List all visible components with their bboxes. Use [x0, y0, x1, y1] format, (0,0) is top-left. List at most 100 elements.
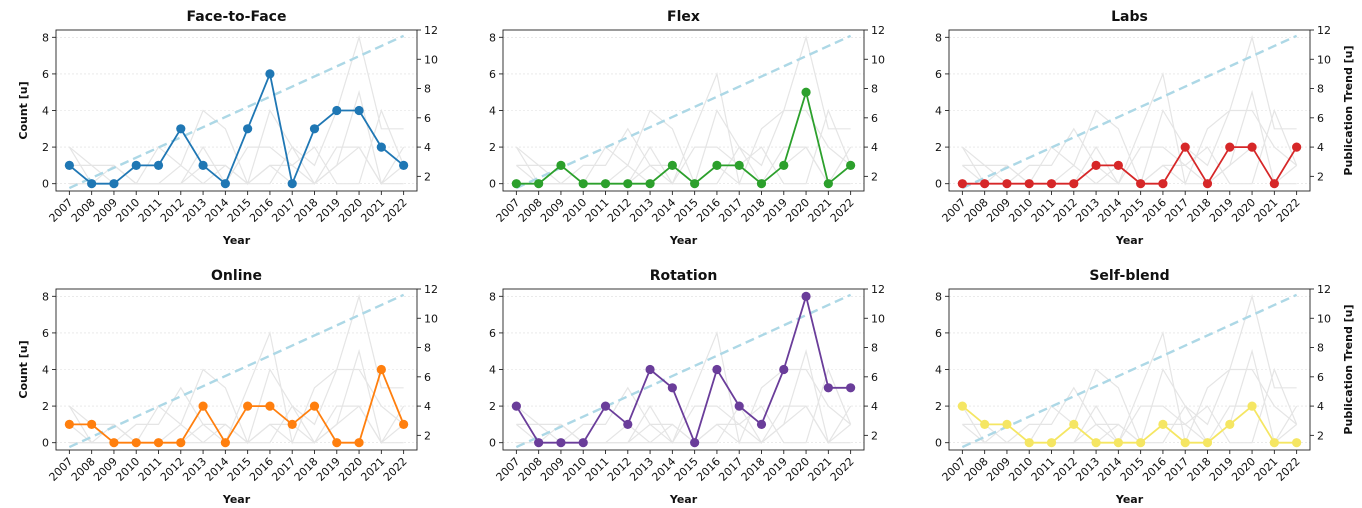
publication-trend-line: [68, 34, 405, 190]
x-tick-label: 2021: [805, 455, 834, 484]
y-tick-label: 6: [935, 68, 942, 81]
series-line: [516, 88, 852, 186]
data-point: [220, 179, 230, 189]
x-tick-label: 2020: [1229, 455, 1258, 484]
data-point: [511, 179, 521, 189]
data-point: [198, 160, 208, 170]
chart-title: Face-to-Face: [187, 9, 287, 25]
data-point: [1158, 419, 1168, 429]
data-point: [1202, 438, 1213, 448]
x-tick-label: 2010: [1006, 455, 1035, 484]
x-tick-label: 2012: [158, 455, 187, 484]
y2-tick-label: 4: [1317, 141, 1324, 154]
data-point: [376, 364, 386, 375]
x-tick-label: 2008: [516, 455, 545, 484]
x-tick-label: 2018: [739, 196, 768, 225]
chart-title: Labs: [1111, 9, 1148, 25]
data-point: [287, 179, 297, 189]
data-point: [265, 401, 275, 411]
data-point: [399, 160, 409, 170]
x-tick-label: 2011: [583, 455, 612, 484]
y-tick-label: 2: [935, 400, 942, 413]
data-point: [534, 179, 544, 189]
data-point: [846, 160, 856, 170]
x-tick-label: 2013: [1073, 455, 1102, 484]
data-point: [957, 179, 967, 189]
data-point: [87, 179, 97, 189]
y-tick-label: 2: [42, 141, 49, 154]
x-tick-label: 2011: [583, 196, 612, 225]
y2-tick-label: 4: [871, 141, 878, 154]
x-tick-label: 2007: [47, 196, 76, 225]
x-tick-label: 2017: [1162, 455, 1191, 484]
panel-rotation: 0246824681012200720082009201020112012201…: [489, 268, 885, 506]
data-point: [1269, 179, 1279, 189]
series-line: [961, 404, 1297, 444]
x-tick-label: 2021: [1251, 455, 1280, 484]
x-axis-label: Year: [1115, 493, 1144, 506]
x-axis-label: Year: [669, 493, 698, 506]
data-point: [846, 383, 856, 393]
y2-tick-label: 8: [1317, 83, 1324, 96]
data-point: [131, 160, 141, 170]
y2-tick-label: 10: [424, 53, 438, 66]
data-point: [1269, 438, 1279, 448]
x-tick-label: 2008: [516, 196, 545, 225]
x-tick-label: 2016: [694, 455, 723, 484]
x-tick-label: 2021: [805, 196, 834, 225]
data-point: [1069, 179, 1079, 189]
x-tick-label: 2012: [605, 196, 634, 225]
y2-tick-label: 2: [871, 429, 878, 442]
x-tick-label: 2007: [940, 455, 969, 484]
x-tick-label: 2018: [1185, 455, 1214, 484]
data-point: [1024, 438, 1034, 448]
data-point: [1136, 438, 1146, 448]
data-point: [1024, 179, 1034, 189]
y2-tick-label: 2: [871, 170, 878, 183]
data-point: [1225, 142, 1235, 152]
data-point: [712, 364, 722, 375]
y-tick-label: 4: [42, 105, 49, 118]
data-point: [667, 383, 677, 393]
data-point: [534, 438, 544, 448]
x-tick-label: 2018: [292, 455, 321, 484]
data-point: [623, 179, 633, 189]
y-axis-label: Count [u]: [17, 81, 30, 139]
y-tick-label: 6: [42, 68, 49, 81]
y-tick-label: 0: [935, 437, 942, 450]
series-line: [962, 145, 1298, 186]
y2-tick-label: 10: [424, 312, 438, 325]
x-tick-label: 2009: [984, 455, 1013, 484]
data-point: [801, 291, 811, 301]
x-tick-label: 2014: [202, 196, 231, 225]
x-tick-label: 2019: [761, 196, 790, 225]
x-tick-label: 2010: [113, 455, 142, 484]
data-point: [578, 438, 588, 448]
x-tick-label: 2011: [1029, 455, 1058, 484]
chart-title: Online: [211, 268, 262, 284]
x-tick-label: 2020: [783, 196, 812, 225]
chart-title: Self-blend: [1089, 268, 1169, 284]
background-series-line: [961, 146, 1297, 185]
x-tick-label: 2012: [605, 455, 634, 484]
y2-tick-label: 8: [871, 83, 878, 96]
x-tick-label: 2007: [494, 196, 523, 225]
x-tick-label: 2016: [694, 196, 723, 225]
x-tick-label: 2021: [358, 455, 387, 484]
x-tick-label: 2009: [538, 196, 567, 225]
data-point: [1069, 419, 1079, 429]
data-point: [287, 419, 297, 429]
y2-tick-label: 8: [1317, 342, 1324, 355]
x-tick-label: 2011: [1029, 196, 1058, 225]
y-tick-label: 8: [935, 290, 942, 303]
x-tick-label: 2019: [1207, 196, 1236, 225]
data-point: [690, 179, 700, 189]
publication-trend-line: [68, 293, 405, 449]
data-point: [87, 419, 97, 429]
background-series-line: [961, 71, 1298, 186]
data-point: [823, 179, 833, 189]
x-tick-label: 2010: [560, 455, 589, 484]
y-tick-label: 0: [489, 178, 496, 191]
data-point: [645, 364, 655, 375]
y2-tick-label: 6: [871, 371, 878, 384]
